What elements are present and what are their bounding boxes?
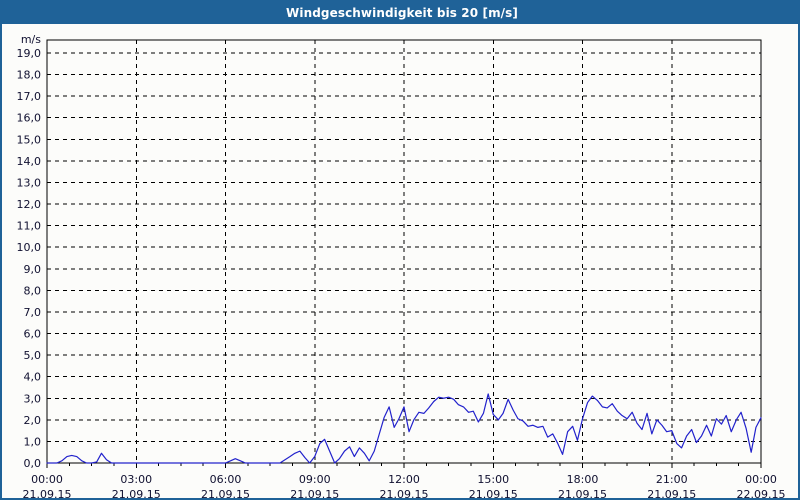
y-tick-label: 8,0 — [24, 284, 42, 297]
y-tick-label: 6,0 — [24, 328, 42, 341]
y-tick-label: 3,0 — [24, 392, 42, 405]
chart-canvas: m/s 0,0 1,0 2,0 3,0 4,0 5,0 6,0 7,0 8,0 9,0 10,0 11… — [2, 24, 798, 498]
y-tick-label: 7,0 — [24, 306, 42, 319]
x-tick-time-label: 18:00 — [567, 473, 599, 486]
y-tick-label: 0,0 — [24, 457, 42, 470]
x-tick-time-label: 21:00 — [656, 473, 688, 486]
x-tick-time-label: 03:00 — [120, 473, 152, 486]
window-title-bar: Windgeschwindigkeit bis 20 [m/s] — [2, 2, 798, 24]
y-tick-label: 13,0 — [17, 176, 42, 189]
x-tick-date-label: 21.09.15 — [290, 488, 339, 498]
x-tick-date-label: 21.09.15 — [201, 488, 250, 498]
y-tick-label: 12,0 — [17, 198, 42, 211]
y-tick-label: 1,0 — [24, 435, 42, 448]
wind-speed-series-line — [46, 393, 762, 464]
y-axis-unit-label: m/s — [21, 33, 41, 46]
data-line-windgeschwindigkeit — [46, 393, 762, 464]
x-tick-labels: 00:00 21.09.15 03:00 21.09.15 06:00 21.09.15 0… — [23, 473, 786, 498]
y-axis-unit-label-group: m/s — [21, 33, 41, 46]
y-tick-label: 17,0 — [17, 90, 42, 103]
plot-border — [46, 39, 762, 464]
y-tick-label: 18,0 — [17, 69, 42, 82]
x-tick-time-label: 15:00 — [477, 473, 509, 486]
y-tick-label: 9,0 — [24, 263, 42, 276]
x-tick-date-label: 21.09.15 — [380, 488, 429, 498]
y-tick-label: 10,0 — [17, 241, 42, 254]
y-tick-label: 19,0 — [17, 47, 42, 60]
x-tick-time-label: 00:00 — [31, 473, 63, 486]
x-tick-time-label: 06:00 — [210, 473, 242, 486]
x-tick-marks — [46, 463, 762, 468]
x-tick-date-label: 21.09.15 — [558, 488, 607, 498]
x-tick-date-label: 21.09.15 — [469, 488, 518, 498]
x-tick-time-label: 00:00 — [745, 473, 777, 486]
y-gridlines — [47, 52, 761, 442]
x-tick-time-label: 09:00 — [299, 473, 331, 486]
y-tick-label: 16,0 — [17, 112, 42, 125]
y-tick-label: 14,0 — [17, 155, 42, 168]
y-tick-label: 2,0 — [24, 414, 42, 427]
x-tick-date-label: 22.09.15 — [737, 488, 786, 498]
x-tick-time-label: 12:00 — [388, 473, 420, 486]
x-tick-date-label: 21.09.15 — [112, 488, 161, 498]
x-gridlines — [135, 40, 673, 463]
y-tick-label: 15,0 — [17, 133, 42, 146]
x-tick-date-label: 21.09.15 — [23, 488, 72, 498]
y-tick-label: 5,0 — [24, 349, 42, 362]
wind-speed-line-chart: m/s 0,0 1,0 2,0 3,0 4,0 5,0 6,0 7,0 8,0 9,0 10,0 11… — [17, 33, 786, 498]
y-tick-labels: 0,0 1,0 2,0 3,0 4,0 5,0 6,0 7,0 8,0 9,0 10,0 11,0 12… — [17, 47, 42, 470]
y-tick-label: 4,0 — [24, 371, 42, 384]
y-tick-label: 11,0 — [17, 220, 42, 233]
plot-frame — [46, 39, 762, 464]
page-title: Windgeschwindigkeit bis 20 [m/s] — [286, 6, 518, 20]
x-tick-date-label: 21.09.15 — [647, 488, 696, 498]
